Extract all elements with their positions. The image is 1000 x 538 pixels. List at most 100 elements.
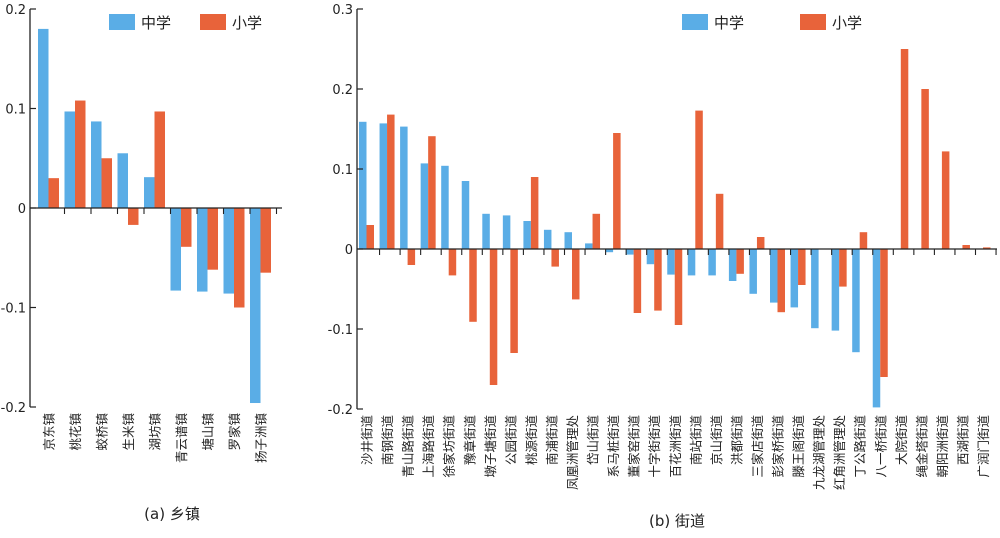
chart-b-category-label: 百花洲街道 [668, 415, 683, 478]
chart-b-bar-primary [366, 225, 374, 249]
chart-b-bar-primary [859, 232, 868, 249]
chart-b-bar-primary [900, 49, 909, 249]
chart-a-y-tick-label: 0 [18, 202, 26, 217]
chart-a-category-label: 桃花镇 [68, 413, 83, 451]
chart-b-bar-middle [605, 249, 614, 253]
chart-b-bar-middle [708, 249, 716, 276]
chart-b-caption: (b) 街道 [649, 512, 705, 530]
chart-a-bar-middle [170, 208, 181, 291]
chart-b-bar-primary [633, 249, 642, 313]
chart-b-bar-middle [400, 126, 408, 249]
chart-b-bar-primary [798, 249, 806, 285]
chart-a-legend-label: 小学 [232, 14, 262, 32]
chart-b-bar-middle [831, 249, 840, 331]
chart-b-bar-middle [441, 165, 449, 249]
chart-b-bar-primary [962, 245, 970, 249]
chart-a: -0.2 -0.1 0 0.1 0.2 京东镇 桃花镇 蛟桥镇 生米镇 湖坊镇 青云谱镇 塘山镇 罗家镇… [1, 3, 282, 523]
chart-a-y-tick-label: 0.1 [5, 103, 26, 118]
chart-b-category-label: 彭家桥街道 [771, 415, 786, 478]
chart-b-bar-middle [482, 213, 490, 249]
chart-b-category-label: 上海路街道 [421, 415, 436, 478]
chart-b-y-tick-label: -0.2 [328, 403, 353, 418]
chart-a-legend-swatch [109, 14, 135, 30]
chart-b-category-label: 大院街道 [894, 415, 909, 466]
chart-b-bar-primary [695, 110, 703, 249]
chart-b-category-label: 滕王阁街道 [791, 415, 806, 478]
chart-b-y-tick-label: 0.2 [332, 83, 353, 98]
chart-a-bar-primary [128, 208, 139, 225]
chart-a-bar-primary [207, 208, 218, 270]
chart-a-category-label: 罗家镇 [227, 413, 242, 451]
chart-b-category-label: 洪都街道 [729, 415, 744, 466]
chart-b-bar-primary [530, 177, 539, 249]
chart-b-bar-primary [387, 114, 395, 249]
chart-b-category-label: 豫章街道 [462, 415, 477, 466]
chart-a-bar-primary [260, 208, 271, 273]
chart-b-bar-middle [564, 232, 572, 249]
chart-a-legend-label: 中学 [141, 14, 171, 32]
chart-b-bar-primary [983, 247, 991, 249]
chart-b-bar-primary [407, 249, 416, 265]
chart-b-bar-middle [523, 221, 531, 249]
chart-b-category-label: 公园街道 [503, 415, 518, 466]
chart-b-category-label: 十字街街道 [647, 415, 662, 478]
chart-a-category-label: 生米镇 [121, 413, 136, 451]
chart-b-category-label: 桃源街道 [524, 415, 539, 466]
chart-b-category-label: 青山路街道 [401, 415, 416, 478]
chart-b-category-label: 红角洲管理处 [832, 415, 847, 491]
chart-b-category-label: 京山街道 [709, 415, 724, 466]
chart-b-bar-middle [359, 121, 367, 249]
chart-a-bar-middle [91, 121, 102, 208]
chart-a-bar-primary [154, 111, 165, 208]
chart-b-bar-primary [777, 249, 785, 313]
chart-a-bar-middle [250, 208, 261, 404]
chart-a-bar-middle [144, 177, 155, 208]
chart-a-category-label: 塘山镇 [201, 413, 216, 451]
chart-a-bar-middle [223, 208, 234, 294]
chart-b-category-label: 朝阳洲街道 [935, 415, 950, 478]
chart-b-bar-primary [572, 249, 580, 300]
chart-b-y-tick-label: 0.3 [332, 3, 353, 18]
chart-b-category-label: 丁公路街道 [853, 415, 868, 478]
chart-b-bar-middle [543, 229, 552, 249]
chart-b-bar-primary [839, 249, 847, 287]
chart-b: -0.2 -0.1 0 0.1 0.2 0.3 沙井街道 南钢街道 青山路街道 上海路街道 徐家坊街… [328, 3, 997, 530]
chart-b-category-label: 南站街道 [688, 415, 703, 466]
chart-b-bar-primary [715, 193, 724, 249]
chart-b-category-label: 系马桩街道 [606, 415, 621, 478]
chart-a-category-label: 扬子洲镇 [254, 413, 269, 463]
chart-a-category-label: 蛟桥镇 [95, 413, 110, 451]
chart-b-y-tick-label: 0 [345, 243, 353, 258]
chart-a-y-tick-label: -0.1 [1, 302, 26, 317]
chart-b-legend-label: 小学 [832, 14, 862, 32]
chart-b-category-label: 八一桥街道 [873, 415, 888, 478]
chart-a-bar-primary [48, 178, 59, 208]
chart-a-bar-primary [234, 208, 245, 308]
chart-a-category-label: 京东镇 [42, 413, 57, 451]
chart-b-category-label: 沙井街道 [360, 415, 375, 466]
chart-b-bar-middle [811, 249, 819, 329]
chart-b-category-label: 岱山街道 [586, 415, 601, 466]
chart-b-bar-primary [880, 249, 888, 377]
chart-b-bar-primary [613, 133, 621, 249]
chart-a-category-label: 青云谱镇 [174, 413, 189, 463]
chart-b-category-label: 绳金塔街道 [914, 415, 929, 478]
chart-b-bar-middle [646, 249, 655, 265]
chart-b-bar-middle [420, 163, 429, 249]
chart-b-category-label: 凤凰洲管理处 [565, 415, 580, 491]
chart-b-category-label: 南钢街道 [380, 415, 395, 466]
chart-b-bar-middle [585, 243, 593, 249]
chart-a-y-tick-label: 0.2 [5, 3, 26, 18]
chart-b-bar-primary [551, 249, 559, 267]
chart-b-bar-primary [510, 249, 518, 353]
chart-b-bar-middle [502, 215, 511, 249]
chart-b-category-label: 董家窑街道 [627, 415, 642, 478]
chart-b-bar-middle [667, 249, 675, 275]
chart-a-bar-primary [75, 100, 86, 208]
chart-b-legend-label: 中学 [714, 14, 744, 32]
chart-a-legend-swatch [200, 14, 226, 30]
chart-b-bar-primary [489, 249, 498, 385]
chart-b-bar-primary [736, 249, 744, 274]
chart-b-bar-middle [379, 123, 388, 249]
